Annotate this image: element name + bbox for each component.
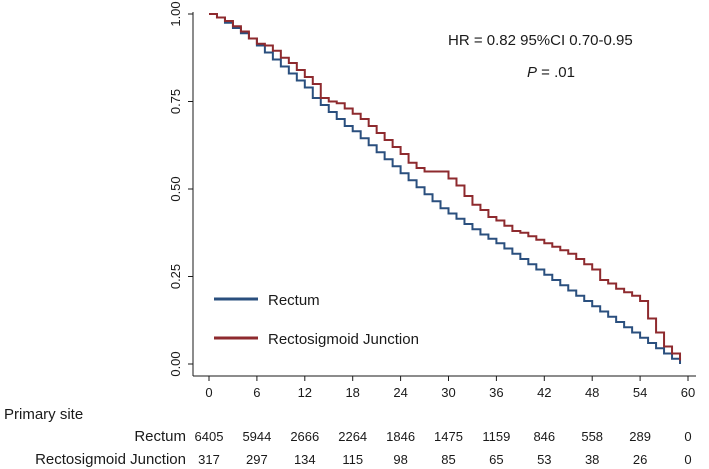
risk-count: 2666 <box>290 429 319 444</box>
risk-count: 6405 <box>195 429 224 444</box>
risk-count: 65 <box>489 452 503 467</box>
p-value: = .01 <box>537 64 575 81</box>
risk-count: 1475 <box>434 429 463 444</box>
risk-count: 1159 <box>482 429 510 444</box>
risk-count: 134 <box>294 452 316 467</box>
risk-count: 115 <box>342 452 363 467</box>
y-tick-label: 0.50 <box>168 176 183 201</box>
x-tick-label: 54 <box>633 385 647 400</box>
risk-table-title: Primary site <box>4 406 83 423</box>
x-tick-label: 60 <box>681 385 695 400</box>
p-annotation: P = .01 <box>527 64 575 81</box>
x-tick-label: 36 <box>489 385 503 400</box>
risk-table: Rectum 6405 5944 2666 2264 1846 1475 1159 846 558… <box>35 428 692 468</box>
risk-count: 38 <box>585 452 599 467</box>
p-label: P <box>527 64 537 81</box>
hr-annotation: HR = 0.82 95%CI 0.70-0.95 <box>448 32 633 49</box>
risk-count: 846 <box>533 429 555 444</box>
risk-count: 5944 <box>242 429 271 444</box>
risk-count: 0 <box>684 429 691 444</box>
risk-count: 297 <box>246 452 268 467</box>
risk-row-label: Rectum <box>134 428 186 445</box>
x-tick-label: 48 <box>585 385 599 400</box>
risk-count: 26 <box>633 452 647 467</box>
x-axis-ticks: 0 6 12 18 24 30 36 42 48 54 60 <box>205 376 695 400</box>
risk-count: 85 <box>441 452 455 467</box>
legend-label-rectum: Rectum <box>268 292 320 309</box>
risk-count: 2264 <box>338 429 367 444</box>
y-tick-label: 0.00 <box>168 351 183 376</box>
risk-count: 289 <box>629 429 651 444</box>
risk-count: 0 <box>684 452 691 467</box>
risk-count: 98 <box>393 452 407 467</box>
series-line-1 <box>209 13 682 361</box>
legend-label-rectosigmoid: Rectosigmoid Junction <box>268 331 419 348</box>
series-line-0 <box>209 13 682 364</box>
legend: Rectum Rectosigmoid Junction <box>214 292 419 348</box>
risk-count: 558 <box>581 429 603 444</box>
y-tick-label: 0.25 <box>168 264 183 289</box>
x-tick-label: 24 <box>393 385 407 400</box>
risk-count: 317 <box>198 452 220 467</box>
y-tick-label: 0.75 <box>168 89 183 114</box>
risk-row-label: Rectosigmoid Junction <box>35 451 186 468</box>
x-tick-label: 30 <box>441 385 455 400</box>
x-tick-label: 18 <box>345 385 359 400</box>
x-tick-label: 0 <box>205 385 212 400</box>
series-layer <box>209 13 682 364</box>
y-tick-label: 1.00 <box>168 1 183 26</box>
x-tick-label: 12 <box>298 385 312 400</box>
risk-count: 53 <box>537 452 551 467</box>
y-axis-ticks: 0.00 0.25 0.50 0.75 1.00 <box>168 1 193 377</box>
x-tick-label: 6 <box>253 385 260 400</box>
risk-count: 1846 <box>386 429 415 444</box>
x-tick-label: 42 <box>537 385 551 400</box>
